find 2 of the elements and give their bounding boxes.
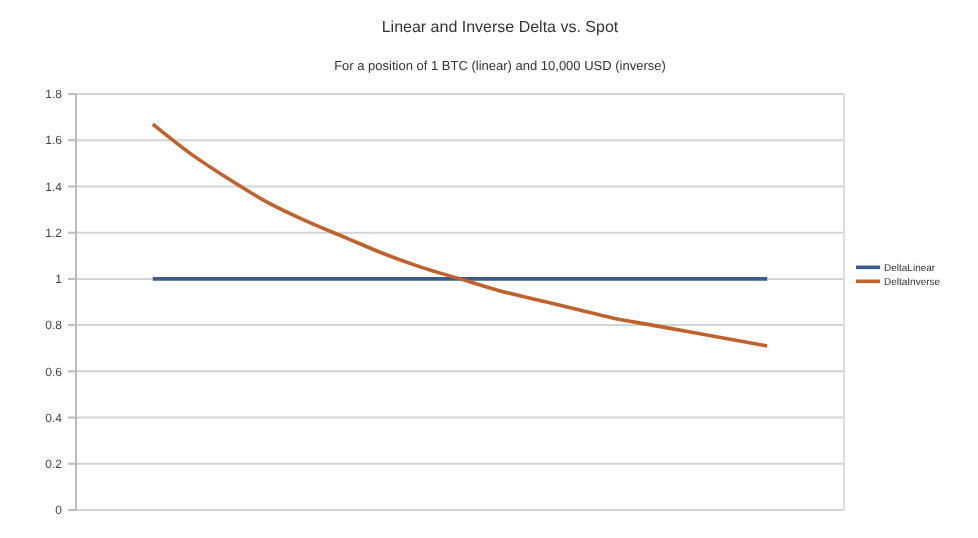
- line-series: [151, 122, 769, 348]
- chart-title: Linear and Inverse Delta vs. Spot: [381, 18, 620, 36]
